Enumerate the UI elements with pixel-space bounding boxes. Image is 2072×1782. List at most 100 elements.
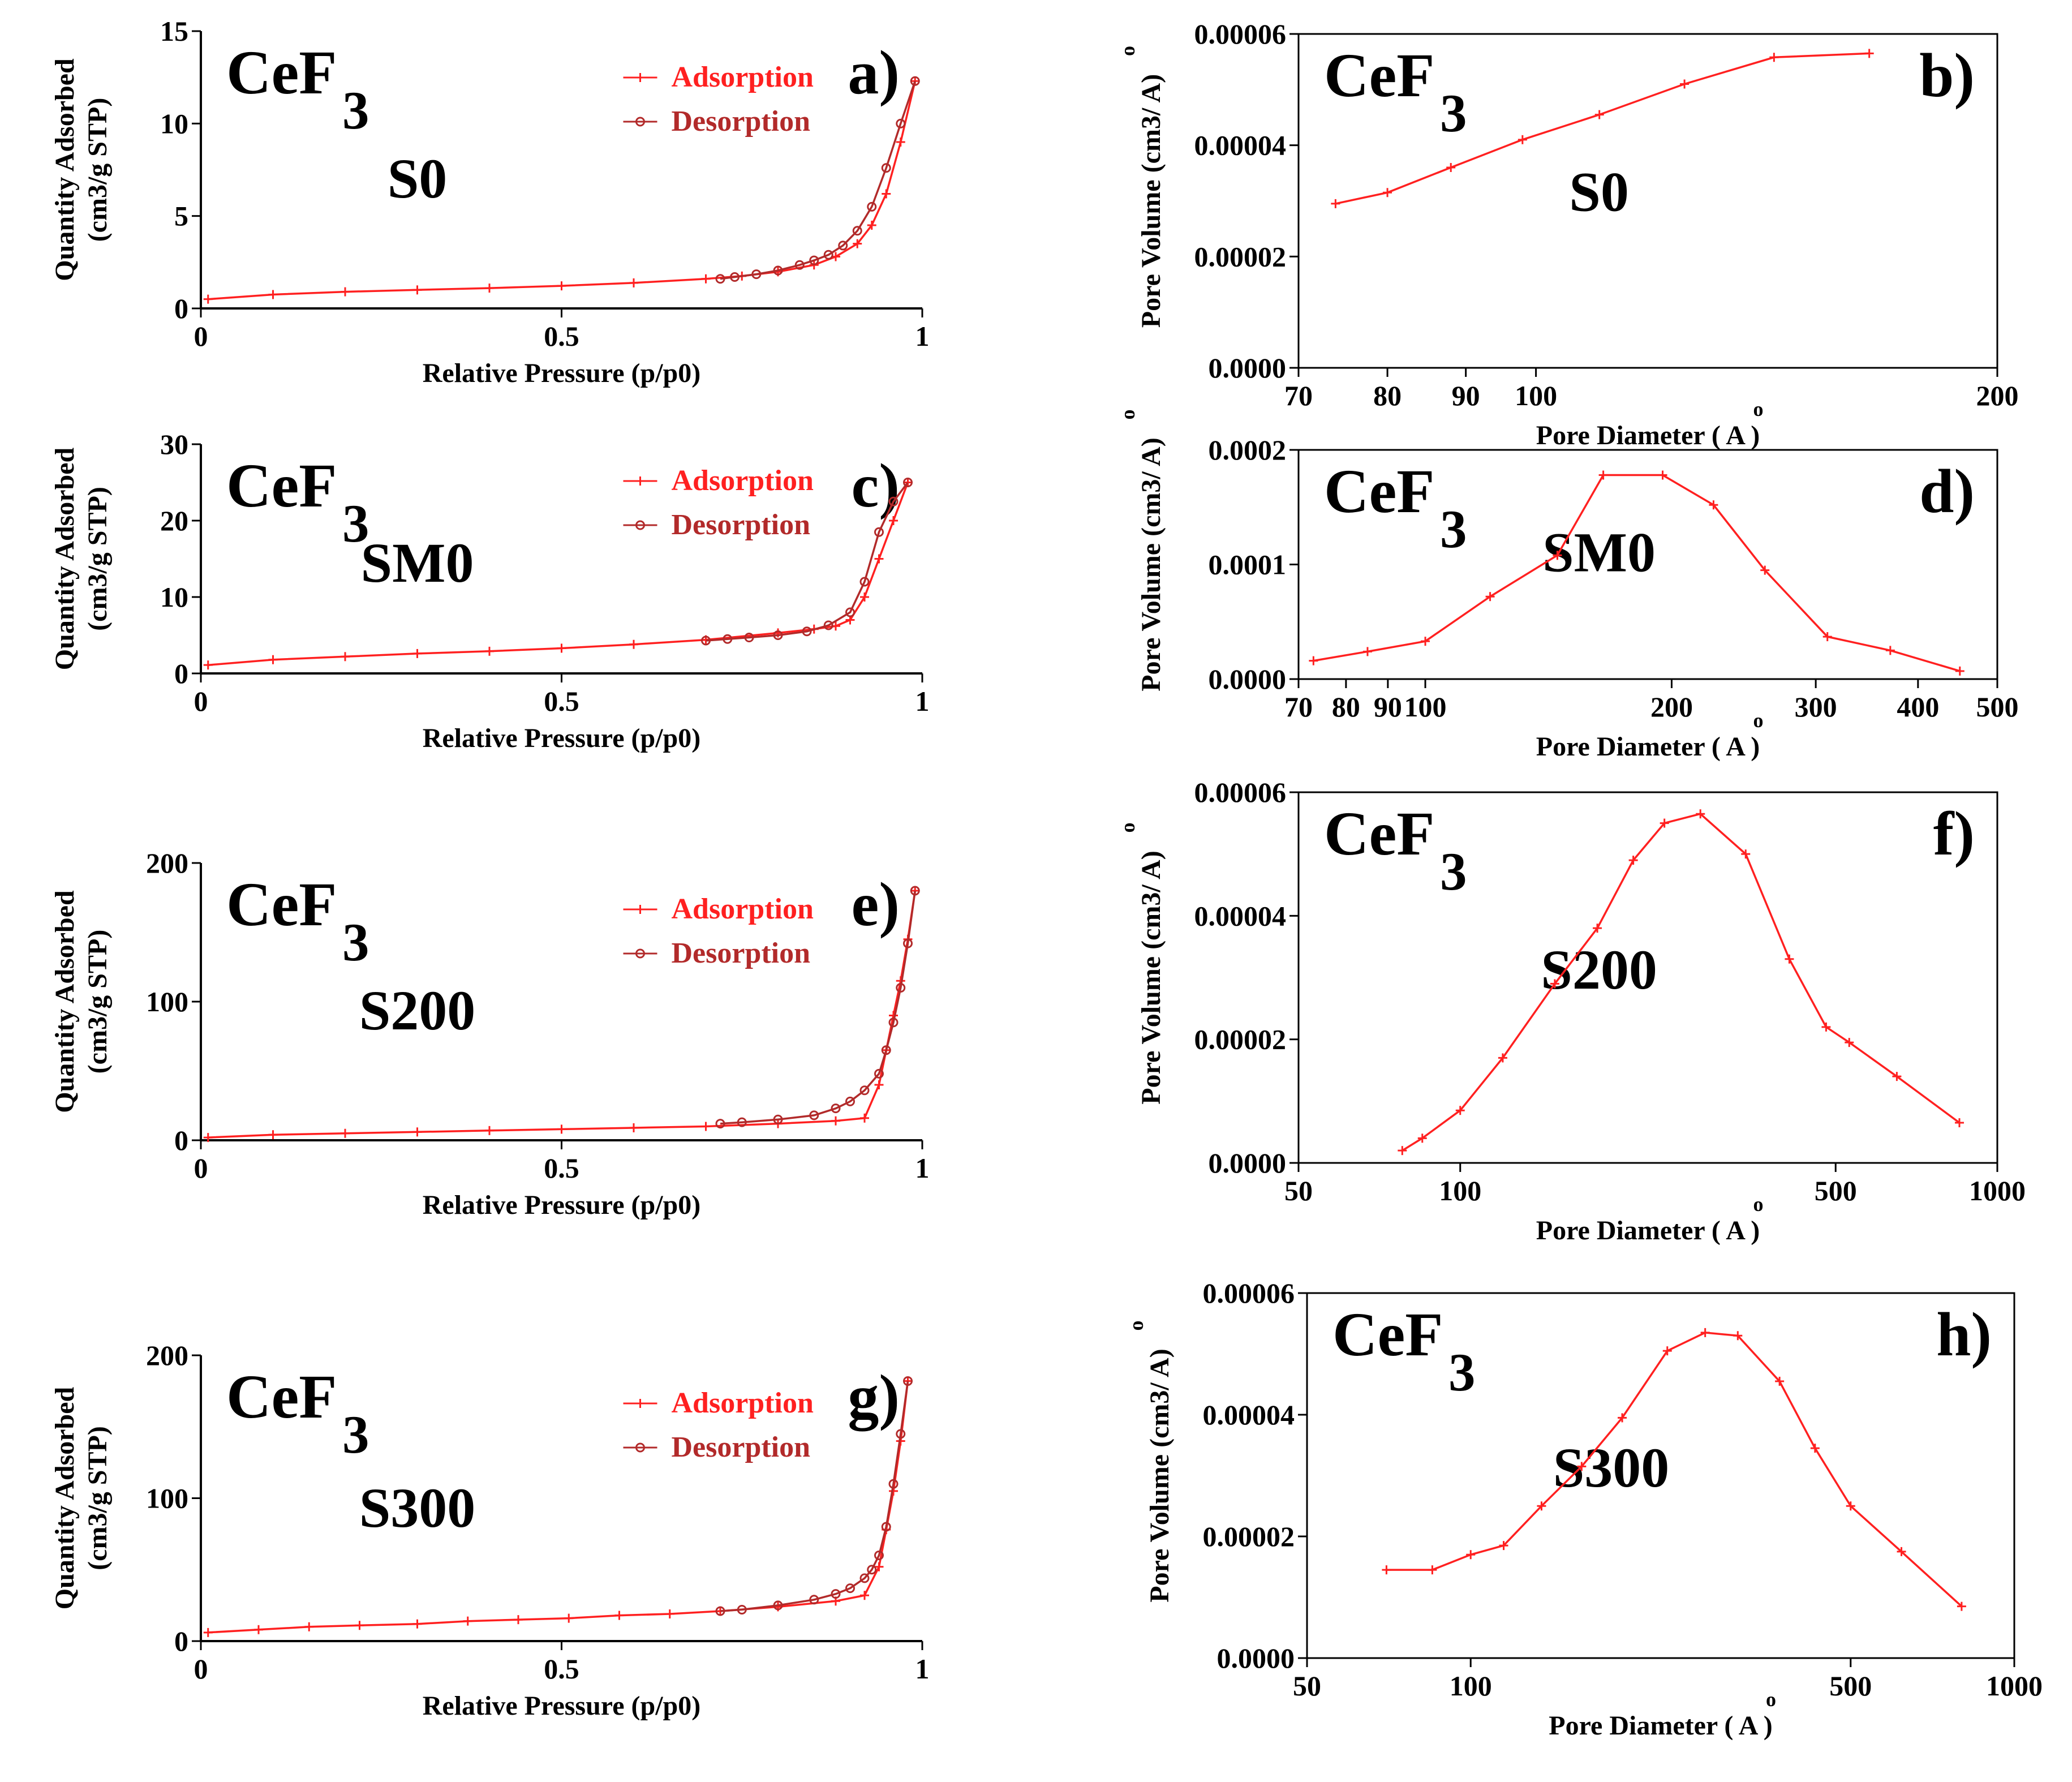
data-point bbox=[831, 1116, 840, 1126]
data-point bbox=[744, 633, 754, 643]
data-point bbox=[1518, 135, 1527, 144]
data-point bbox=[889, 516, 898, 525]
legend-item-adsorption: Adsorption bbox=[623, 61, 814, 93]
data-point bbox=[838, 241, 848, 251]
data-point bbox=[1428, 1565, 1437, 1575]
data-point bbox=[485, 284, 494, 293]
x-tick-label: 0 bbox=[194, 1653, 208, 1685]
y-tick-label: 0 bbox=[174, 658, 188, 689]
y-tick-label: 20 bbox=[160, 505, 188, 536]
data-point bbox=[874, 527, 884, 537]
sample-label-f: S200 bbox=[1541, 938, 1657, 1001]
y-tick-label: 200 bbox=[146, 1339, 188, 1371]
y-axis-label: Quantity Adsorbed (cm3/g STP) bbox=[50, 58, 113, 281]
legend-item-adsorption: Adsorption bbox=[623, 465, 814, 497]
data-point bbox=[845, 1583, 855, 1594]
angstrom-ring-x: o bbox=[1753, 398, 1764, 420]
x-axis-label: Pore Diameter ( A ) bbox=[1536, 420, 1760, 450]
data-point bbox=[845, 1096, 855, 1106]
legend-marker bbox=[635, 1442, 645, 1453]
x-axis-label: Pore Diameter ( A ) bbox=[1549, 1711, 1772, 1741]
y-axis-label-text: Pore Volume (cm3/ A) bbox=[1136, 437, 1166, 691]
legend-item-desorption: Desorption bbox=[623, 937, 810, 969]
data-point bbox=[1680, 79, 1690, 89]
data-point bbox=[1537, 1501, 1546, 1511]
x-tick-label: 200 bbox=[1650, 691, 1693, 723]
y-tick-label: 0.00006 bbox=[1194, 776, 1287, 808]
panel-letter-c: c) bbox=[852, 451, 900, 520]
legend-marker bbox=[635, 520, 645, 530]
y-axis-label: Pore Volume (cm3/ A) o bbox=[1125, 1321, 1175, 1603]
data-point bbox=[701, 274, 711, 284]
data-point bbox=[1382, 1565, 1391, 1575]
legend-label: Desorption bbox=[672, 1431, 811, 1463]
x-tick-label: 1 bbox=[915, 685, 930, 717]
data-point bbox=[737, 1604, 747, 1614]
data-point bbox=[1498, 1053, 1507, 1063]
data-point bbox=[355, 1621, 364, 1630]
panel-h: 50 100 500 1000 0.0000 0.00002 0.00004 0.00006 P… bbox=[1125, 1277, 2043, 1741]
sample-label-d: SM0 bbox=[1542, 521, 1656, 584]
data-point bbox=[203, 660, 213, 670]
data-point bbox=[341, 1128, 350, 1138]
x-tick-label: 0 bbox=[194, 320, 208, 352]
data-point bbox=[1398, 1146, 1407, 1156]
data-point bbox=[1897, 1547, 1906, 1556]
data-point bbox=[203, 1628, 213, 1637]
data-point bbox=[1864, 49, 1874, 58]
y-tick-label: 0 bbox=[174, 293, 188, 324]
y-axis-label: Pore Volume (cm3/ A) o bbox=[1116, 410, 1166, 692]
x-tick-label: 300 bbox=[1795, 691, 1837, 723]
data-point bbox=[888, 496, 899, 506]
data-point bbox=[1696, 809, 1705, 819]
data-point bbox=[268, 655, 278, 664]
x-tick-label: 100 bbox=[1450, 1670, 1492, 1702]
x-tick-label: 100 bbox=[1439, 1175, 1481, 1206]
data-point bbox=[802, 626, 812, 637]
data-point bbox=[773, 1114, 783, 1124]
compound-subscript: 3 bbox=[1440, 83, 1467, 143]
legend-item-desorption: Desorption bbox=[623, 105, 810, 138]
sample-label-a: S0 bbox=[388, 147, 448, 210]
legend-marker bbox=[635, 117, 645, 127]
data-point bbox=[254, 1625, 263, 1634]
data-point bbox=[1955, 666, 1964, 676]
sample-label-g: S300 bbox=[359, 1476, 476, 1539]
y-tick-label: 100 bbox=[146, 986, 188, 1017]
angstrom-ring-y: o bbox=[1116, 823, 1139, 833]
data-point bbox=[867, 1565, 877, 1575]
data-point bbox=[1662, 1346, 1672, 1356]
data-point bbox=[881, 1522, 891, 1532]
data-point bbox=[867, 201, 877, 212]
y-tick-label: 0.0000 bbox=[1209, 1147, 1287, 1179]
compound-label: CeF bbox=[226, 38, 337, 107]
y-axis-label: Quantity Adsorbed (cm3/g STP) bbox=[50, 447, 113, 670]
data-point bbox=[1892, 1072, 1902, 1081]
data-point bbox=[1550, 979, 1559, 989]
data-point bbox=[831, 1589, 841, 1599]
y-tick-label: 0.00002 bbox=[1203, 1521, 1295, 1552]
data-point bbox=[485, 646, 494, 656]
y-axis-label-line2: (cm3/g STP) bbox=[83, 487, 113, 631]
panel-f: 50 100 500 1000 0.0000 0.00002 0.00004 0.00006 P… bbox=[1116, 776, 2026, 1246]
data-point bbox=[874, 1068, 884, 1079]
data-point bbox=[557, 643, 566, 653]
x-tick-label: 1 bbox=[915, 1152, 930, 1184]
data-point bbox=[773, 1600, 783, 1611]
y-tick-label: 0.0002 bbox=[1209, 434, 1287, 466]
data-point bbox=[412, 285, 422, 295]
x-tick-label: 500 bbox=[1815, 1175, 1857, 1206]
y-tick-label: 0.0000 bbox=[1209, 352, 1287, 384]
angstrom-ring-x: o bbox=[1753, 1193, 1764, 1216]
data-point bbox=[874, 1562, 884, 1571]
compound-subscript: 3 bbox=[1440, 499, 1467, 559]
data-point bbox=[1775, 1376, 1785, 1386]
data-point bbox=[896, 118, 906, 128]
compound-label: CeF bbox=[1332, 1300, 1443, 1369]
y-axis-label-text: Pore Volume (cm3/ A) bbox=[1136, 74, 1166, 328]
data-point bbox=[751, 269, 762, 280]
compound-subscript: 3 bbox=[342, 80, 369, 140]
legend-item-desorption: Desorption bbox=[623, 1431, 811, 1463]
y-tick-label: 10 bbox=[160, 581, 188, 613]
data-point bbox=[823, 250, 833, 260]
